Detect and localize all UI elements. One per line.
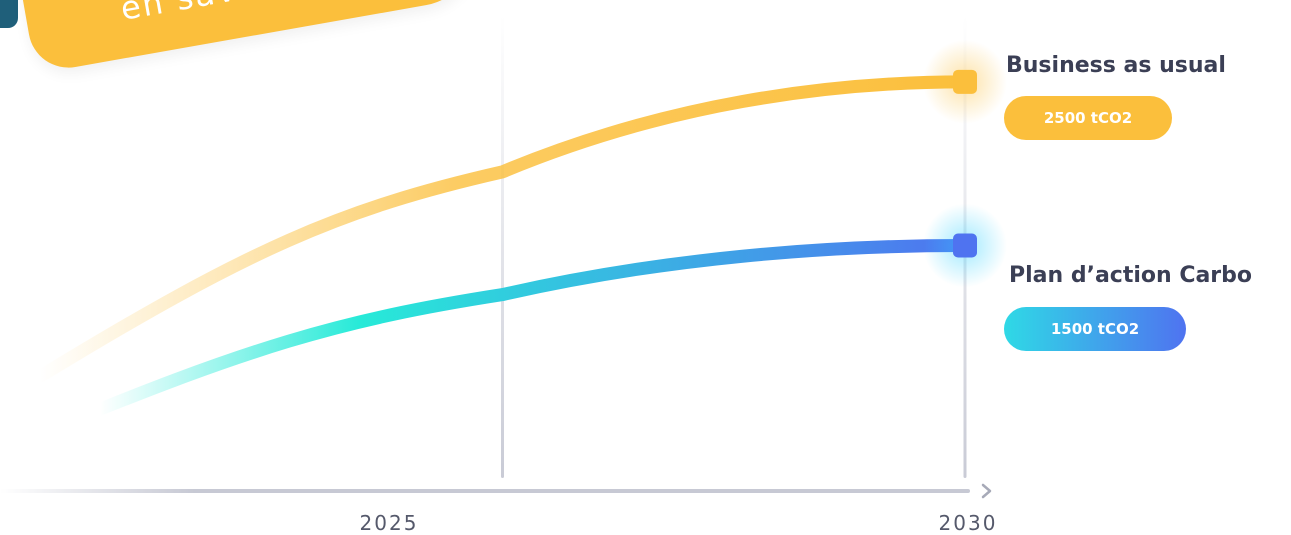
corner-tab [0, 0, 18, 28]
grid-line-2025 [501, 15, 504, 478]
series-line-plan-action [33, 239, 972, 441]
x-tick-label: 2030 [938, 511, 998, 535]
endpoint-marker-business-as-usual [953, 69, 977, 94]
value-badge-business-as-usual: 2500 tCO2 [1004, 96, 1172, 140]
x-tick-label: 2025 [359, 511, 419, 535]
endpoint-marker-plan-action [953, 233, 977, 258]
series-line-business-as-usual [33, 75, 972, 383]
x-axis-arrow-icon [981, 483, 992, 499]
series-label-business-as-usual: Business as usual [1006, 53, 1226, 78]
value-badge-plan-action: 1500 tCO2 [1004, 307, 1186, 351]
series-label-plan-action: Plan d’action Carbo [1009, 263, 1253, 288]
